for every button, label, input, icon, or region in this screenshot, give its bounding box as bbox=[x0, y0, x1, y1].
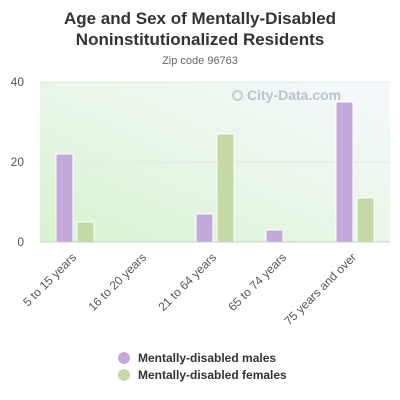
chart-title-line-1: Age and Sex of Mentally-Disabled bbox=[63, 9, 337, 28]
magnifier-icon bbox=[232, 89, 243, 101]
legend-item-males: Mentally-disabled males bbox=[118, 350, 287, 366]
x-tick-label-0: 5 to 15 years bbox=[20, 250, 79, 309]
x-tick-label-2: 21 to 64 years bbox=[155, 250, 219, 314]
bar-females-4 bbox=[356, 197, 375, 243]
chart-title: Age and Sex of Mentally-Disabled Noninst… bbox=[0, 8, 400, 50]
bars bbox=[55, 101, 375, 243]
bar-females-2 bbox=[216, 133, 235, 243]
legend-item-females: Mentally-disabled females bbox=[118, 367, 287, 383]
y-tick-label-1: 20 bbox=[11, 155, 25, 169]
legend-swatch-females bbox=[118, 369, 130, 381]
bar-males-4 bbox=[335, 101, 354, 243]
x-tick-label-4: 75 years and over bbox=[281, 250, 359, 328]
chart-subtitle: Zip code 96763 bbox=[162, 55, 238, 67]
y-tick-label-0: 0 bbox=[17, 235, 24, 249]
bar-males-0 bbox=[55, 153, 74, 243]
legend-label-females: Mentally-disabled females bbox=[138, 368, 287, 382]
legend-label-males: Mentally-disabled males bbox=[138, 351, 277, 365]
chart-title-line-2: Noninstitutionalized Residents bbox=[75, 30, 325, 49]
bar-males-3 bbox=[265, 229, 284, 243]
watermark: City-Data.com bbox=[232, 87, 341, 103]
x-tick-label-3: 65 to 74 years bbox=[225, 250, 289, 314]
grid-lines bbox=[40, 81, 390, 163]
watermark-text: City-Data.com bbox=[247, 87, 342, 103]
legend-swatch-males bbox=[118, 352, 130, 364]
y-tick-label-2: 40 bbox=[11, 75, 25, 89]
x-tick-label-1: 16 to 20 years bbox=[85, 250, 149, 314]
legend: Mentally-disabled males Mentally-disable… bbox=[118, 350, 287, 384]
bar-females-0 bbox=[76, 221, 95, 243]
bar-males-2 bbox=[195, 213, 214, 243]
